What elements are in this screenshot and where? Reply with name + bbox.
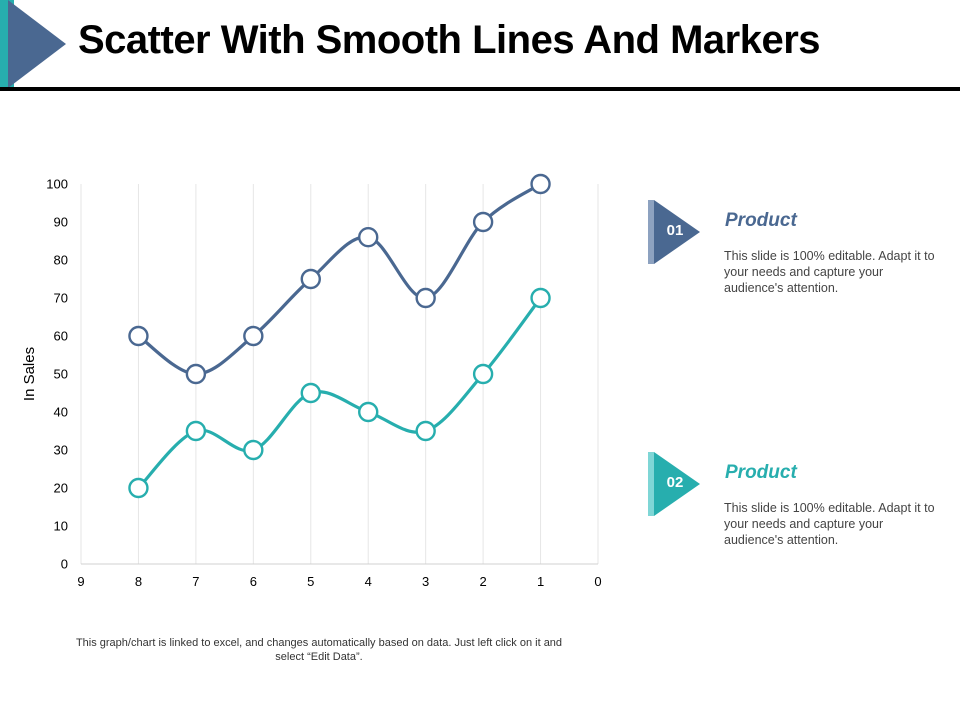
badge-arrow-icon [648,200,700,264]
data-point-marker [472,211,494,233]
data-point-marker [358,401,379,423]
data-point-marker [415,287,436,309]
y-axis-ticks: 0 10 20 30 40 50 60 70 80 90 100 [46,177,68,572]
y-tick-label: 60 [54,329,68,344]
chart-footnote: This graph/chart is linked to excel, and… [75,637,563,663]
x-tick-label: 5 [307,574,314,589]
x-tick-label: 0 [594,574,601,589]
y-tick-label: 30 [54,443,68,458]
x-tick-label: 6 [250,574,257,589]
series-1 [128,173,551,385]
x-tick-label: 8 [135,574,142,589]
data-point-marker [128,325,149,347]
data-point-marker [300,268,321,290]
badge-arrow-icon [648,452,700,516]
legend-product-name: Product [725,462,797,483]
y-tick-label: 40 [54,405,68,420]
x-axis-ticks: 9 8 7 6 5 4 3 2 1 0 [77,574,601,589]
data-point-marker [128,477,149,499]
data-point-marker [530,287,551,309]
y-axis-label: In Sales [21,347,38,401]
y-tick-label: 80 [54,253,68,268]
page-title: Scatter With Smooth Lines And Markers [78,18,821,62]
series-line [136,182,543,376]
x-tick-label: 4 [365,574,372,589]
data-point-marker [185,420,207,442]
series-line [136,296,543,490]
data-point-marker [472,363,494,385]
x-tick-label: 1 [537,574,544,589]
y-tick-label: 90 [54,215,68,230]
title-bar: Scatter With Smooth Lines And Markers [0,0,960,92]
x-tick-label: 2 [479,574,486,589]
legend-product-name: Product [725,210,797,231]
y-tick-label: 0 [61,557,68,572]
y-tick-label: 100 [46,177,68,192]
data-point-marker [185,363,207,385]
legend-badge-number: 01 [666,222,684,239]
y-tick-label: 20 [54,481,68,496]
data-point-marker [530,173,551,195]
data-point-marker [300,382,321,404]
legend-description: This slide is 100% editable. Adapt it to… [724,249,935,295]
legend-badge-number: 02 [666,474,684,491]
series-2 [128,287,551,499]
title-triangle-icon [0,0,66,88]
x-tick-label: 3 [422,574,429,589]
legend-description: This slide is 100% editable. Adapt it to… [724,501,935,547]
chart-grid [80,184,599,564]
y-tick-label: 70 [54,291,68,306]
data-point-marker [243,439,264,461]
title-underline [0,87,960,91]
data-point-marker [415,420,436,442]
x-tick-label: 9 [77,574,84,589]
chart-series [128,173,551,499]
y-tick-label: 10 [54,519,68,534]
data-point-marker [358,226,379,248]
y-tick-label: 50 [54,367,68,382]
x-tick-label: 7 [192,574,199,589]
data-point-marker [243,325,264,347]
